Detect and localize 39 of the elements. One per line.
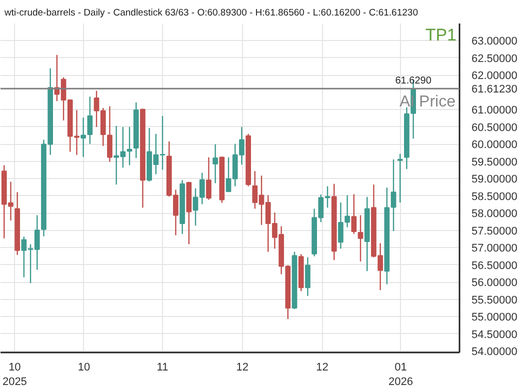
y-tick-label: 56.50000 (472, 260, 518, 272)
text: 12 (316, 362, 328, 374)
text: 12 (236, 362, 249, 374)
candlestick (80, 117, 86, 158)
y-tick-label: 62.50000 (472, 52, 518, 65)
candlestick (358, 214, 364, 262)
annotation: 61.6290 (395, 76, 432, 87)
text: 01 2026 (388, 362, 414, 388)
candlestick (126, 126, 132, 166)
text: 10 (78, 362, 90, 374)
candlestick (107, 106, 112, 162)
y-tick-label: 55.50000 (472, 294, 518, 306)
y-tick-label: 55.00000 (472, 312, 518, 324)
y-tick-label: 60.50000 (472, 122, 518, 134)
ref-line-label: 61.61230 (472, 84, 518, 96)
candlestick (206, 156, 212, 200)
candlestick (397, 153, 403, 204)
candlestick (212, 144, 218, 184)
y-tick-label: 63.00000 (472, 36, 518, 48)
y-tick-label: 59.50000 (472, 156, 518, 168)
y-tick-label: 54.00000 (472, 346, 518, 358)
text: 11 (156, 362, 168, 374)
text: 10 2025 (2, 362, 27, 388)
y-tick-label: 54.50000 (472, 328, 518, 341)
candlestick (351, 194, 357, 234)
y-tick-label: 60.00000 (472, 139, 518, 152)
y-tick-label: 58.00000 (472, 208, 518, 220)
chart-title: wti-crude-barrels - Daily - Candlestick 63/63 - O:60.89300 - H:61.86560 - L:60.16200 - C:61.61230 (4, 8, 418, 18)
y-tick-label: 59.00000 (472, 174, 518, 186)
y-tick-label: 57.00000 (472, 242, 518, 255)
y-tick-label: 62.00000 (472, 70, 518, 82)
candlestick (390, 158, 396, 232)
candlestick (305, 256, 310, 297)
y-tick-label: 56.00000 (472, 277, 518, 290)
candlestick (87, 96, 93, 144)
y-tick-label: 57.50000 (472, 225, 518, 238)
y-tick-label: 61.00000 (472, 104, 518, 117)
text: TP1 (425, 26, 457, 44)
y-tick-label: 58.50000 (472, 190, 518, 203)
